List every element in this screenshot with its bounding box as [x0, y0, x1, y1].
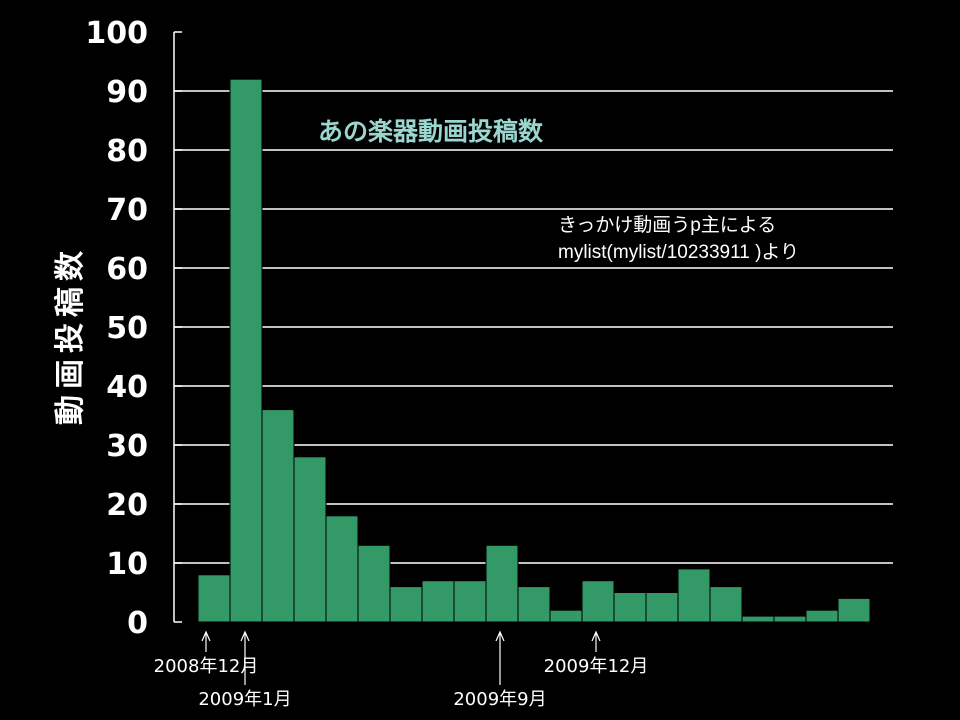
arrow-head-icon: [591, 630, 601, 642]
chart-title: あの楽器動画投稿数: [318, 117, 544, 146]
bar-10: [517, 586, 551, 623]
bar-15: [677, 568, 711, 623]
bar-2: [261, 409, 295, 623]
bar-3: [293, 456, 327, 623]
bar-19: [805, 609, 839, 623]
y-tick-label: 20: [106, 488, 148, 523]
bars: [197, 78, 871, 623]
bar-1: [229, 78, 263, 623]
y-tick-label: 40: [106, 370, 148, 405]
bar-8: [453, 580, 487, 623]
y-tick-label: 80: [106, 134, 148, 169]
date-marker-label: 2009年1月: [198, 689, 291, 710]
y-tick-label: 0: [127, 606, 148, 641]
date-marker-label: 2009年12月: [544, 656, 649, 677]
bar-6: [389, 586, 423, 623]
date-marker-label: 2009年9月: [453, 689, 546, 710]
y-tick-label: 30: [106, 429, 148, 464]
bar-5: [357, 544, 391, 623]
bar-4: [325, 515, 359, 623]
y-tick-label: 60: [106, 252, 148, 287]
annotation-line-1: きっかけ動画うp主による: [558, 214, 776, 236]
y-tick-label: 10: [106, 547, 148, 582]
bar-17: [741, 615, 775, 623]
y-tick-label: 50: [106, 311, 148, 346]
arrow-head-icon: [240, 630, 250, 642]
date-markers: 2008年12月 2009年1月 2009年9月 2009年12月: [154, 630, 649, 710]
y-axis-label: 動画投稿数: [53, 245, 88, 425]
bar-11: [549, 609, 583, 623]
bar-20: [837, 597, 871, 623]
y-tick-label: 100: [85, 16, 148, 51]
date-marker-label: 2008年12月: [154, 656, 259, 677]
arrow-head-icon: [495, 630, 505, 642]
y-tick-label: 90: [106, 75, 148, 110]
arrow-head-icon: [201, 630, 211, 642]
bar-9: [485, 544, 519, 623]
y-axis: 0 10 20 30 40 50 60 70 80 90 100: [85, 16, 182, 641]
annotation-line-2: mylist(mylist/10233911 )より: [558, 242, 799, 263]
y-tick-label: 70: [106, 193, 148, 228]
bar-18: [773, 615, 807, 623]
bar-14: [645, 592, 679, 623]
bar-12: [581, 580, 615, 623]
bar-0: [197, 574, 231, 623]
bar-16: [709, 586, 743, 623]
bar-13: [613, 592, 647, 623]
bar-7: [421, 580, 455, 623]
